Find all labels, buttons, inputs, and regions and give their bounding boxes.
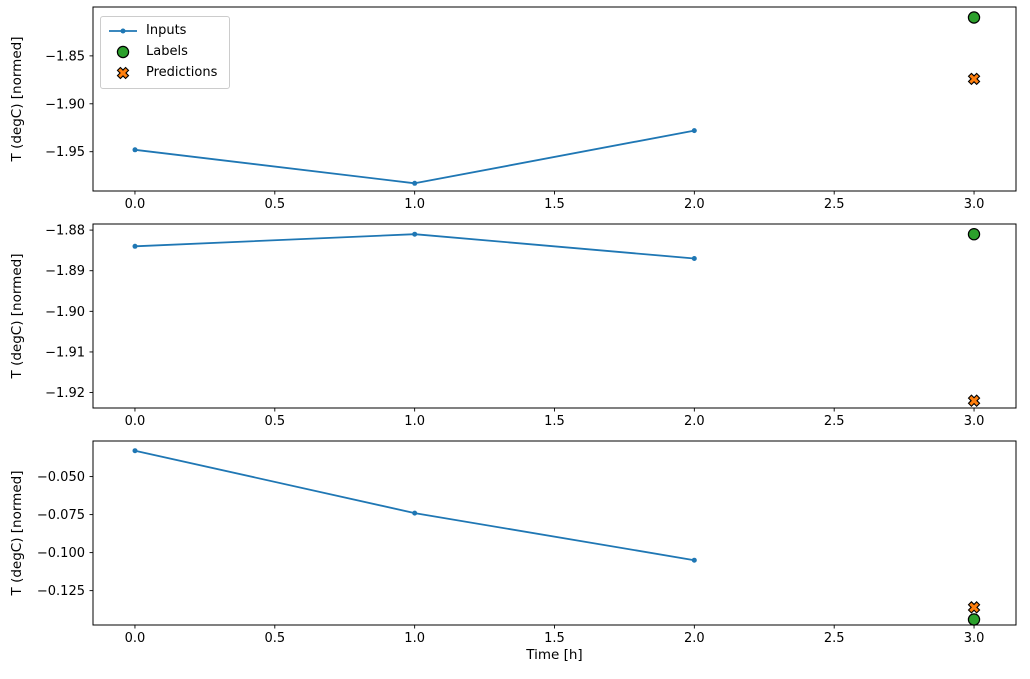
legend-item-labels: Labels: [108, 43, 217, 61]
x-tick-label: 3.0: [964, 631, 985, 646]
legend-item-inputs: Inputs: [108, 22, 217, 40]
y-axis-label: T (degC) [normed]: [9, 37, 25, 163]
legend: Inputs Labels Predictions: [100, 16, 231, 89]
legend-label-inputs: Inputs: [146, 23, 187, 38]
x-tick-label: 0.0: [125, 631, 146, 646]
y-tick-label: −1.92: [45, 386, 85, 401]
subplot-3: 0.0 0.5 1.0 1.5 2.0 2.5 3.0 −0.050 −0.075 −0.100 −…: [9, 440, 1017, 663]
plot-area: [93, 7, 1016, 191]
x-tick-label: 1.5: [544, 414, 565, 429]
y-tick-label: −1.90: [45, 97, 85, 112]
inputs-point: [691, 557, 697, 563]
labels-marker: [967, 613, 981, 626]
inputs-point: [412, 180, 418, 186]
y-axis-label: T (degC) [normed]: [9, 254, 25, 380]
x-tick-label: 0.5: [264, 631, 285, 646]
y-tick-label: −0.125: [37, 584, 85, 599]
inputs-point: [132, 243, 138, 249]
x-tick-label: 0.5: [264, 197, 285, 212]
y-tick-label: −1.90: [45, 305, 85, 320]
plot-area: [93, 224, 1016, 408]
y-tick-label: −1.88: [45, 224, 85, 239]
x-tick-label: 1.0: [404, 197, 425, 212]
axes-border: [92, 440, 1017, 626]
x-tick-label: 2.0: [684, 631, 705, 646]
predictions-marker: [967, 394, 981, 407]
plot-area: [93, 441, 1016, 625]
y-tick-label: −1.85: [45, 49, 85, 64]
y-tick-label: −1.89: [45, 264, 85, 279]
x-tick-label: 1.5: [544, 197, 565, 212]
y-axis-label: T (degC) [normed]: [9, 471, 25, 597]
predictions-x-icon: [108, 65, 138, 81]
legend-label-labels: Labels: [146, 44, 188, 59]
x-axis-label: Time [h]: [525, 647, 582, 663]
x-tick-label: 2.5: [824, 414, 845, 429]
subplot-1: 0.0 0.5 1.0 1.5 2.0 2.5 3.0 −1.85 −1.90 −1.95 T (d…: [9, 6, 1017, 212]
predictions-marker: [967, 72, 981, 86]
y-tick-label: −0.075: [37, 508, 85, 523]
y-tick-label: −1.95: [45, 145, 85, 160]
x-tick-label: 3.0: [964, 197, 985, 212]
inputs-point: [412, 510, 418, 516]
x-tick-label: 3.0: [964, 414, 985, 429]
y-tick-label: −0.100: [37, 546, 85, 561]
x-tick-label: 1.0: [404, 631, 425, 646]
inputs-point: [691, 128, 697, 134]
x-tick-label: 0.0: [125, 197, 146, 212]
inputs-point: [412, 231, 418, 237]
x-tick-label: 2.5: [824, 197, 845, 212]
axes-border: [92, 6, 1017, 192]
legend-item-predictions: Predictions: [108, 64, 217, 82]
x-tick-label: 0.0: [125, 414, 146, 429]
inputs-line-icon: [108, 23, 138, 39]
y-tick-label: −0.050: [37, 470, 85, 485]
inputs-point: [132, 147, 138, 153]
x-tick-label: 1.0: [404, 414, 425, 429]
y-tick-label: −1.91: [45, 345, 85, 360]
predictions-marker: [967, 601, 981, 614]
inputs-point: [132, 448, 138, 454]
legend-label-predictions: Predictions: [146, 65, 218, 80]
x-tick-label: 2.0: [684, 414, 705, 429]
x-tick-label: 2.0: [684, 197, 705, 212]
inputs-point: [691, 256, 697, 261]
labels-marker: [967, 227, 981, 241]
x-tick-label: 0.5: [264, 414, 285, 429]
labels-marker: [967, 11, 981, 24]
x-tick-label: 2.5: [824, 631, 845, 646]
subplot-2: 0.0 0.5 1.0 1.5 2.0 2.5 3.0 −1.88 −1.89 −1.90 −1.9…: [9, 223, 1017, 429]
x-tick-label: 1.5: [544, 631, 565, 646]
axes-border: [92, 223, 1017, 409]
labels-circle-icon: [108, 44, 138, 60]
